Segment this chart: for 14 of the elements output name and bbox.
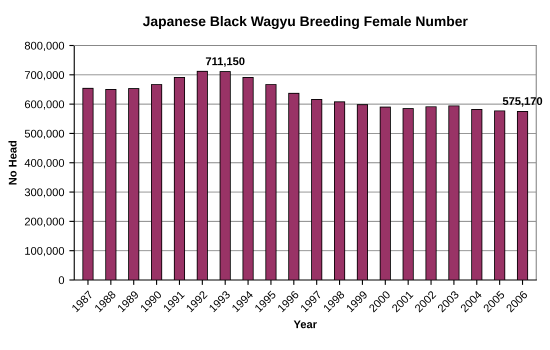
chart-title: Japanese Black Wagyu Breeding Female Number <box>142 16 468 29</box>
y-tick-label: 100,000 <box>25 246 64 256</box>
y-tick-label: 600,000 <box>24 100 64 110</box>
y-tick-label: 800,000 <box>24 42 64 51</box>
y-tick-label: 300,000 <box>24 188 64 198</box>
y-axis-title: No Head <box>8 140 17 185</box>
y-tick-label: 700,000 <box>24 71 64 80</box>
y-tick-label: 500,000 <box>24 130 64 139</box>
y-tick-label: 0 <box>58 276 64 284</box>
data-label: 575,170 <box>502 97 542 107</box>
y-tick-label: 400,000 <box>24 159 64 168</box>
y-tick-label: 200,000 <box>24 218 64 227</box>
x-axis-title: Year <box>294 320 317 328</box>
data-label: 711,150 <box>206 57 245 67</box>
